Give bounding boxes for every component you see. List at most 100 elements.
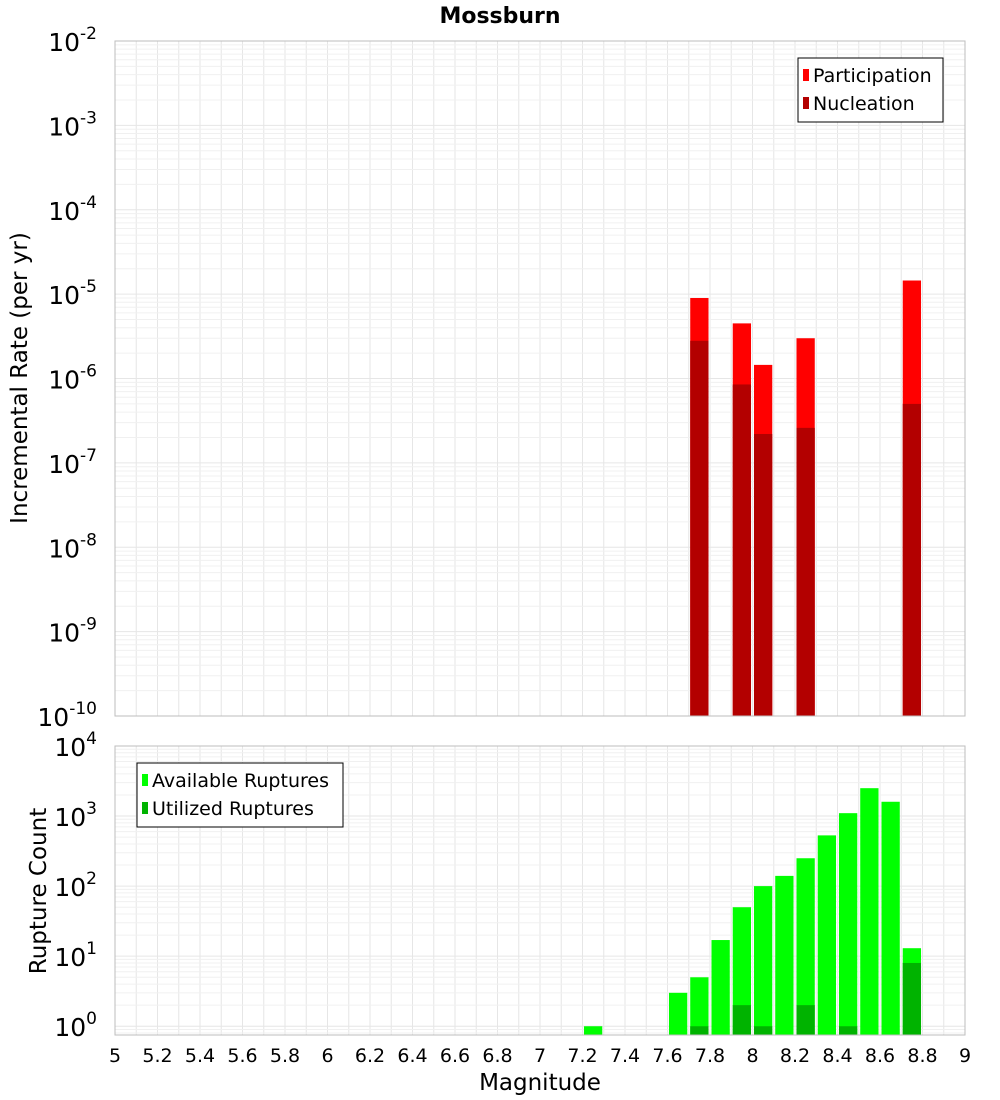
legend-box (136, 762, 344, 828)
y-tick-label: 104 (54, 729, 97, 762)
bar-available-ruptures (775, 875, 794, 1035)
rate-bars (690, 280, 922, 716)
bar-available-ruptures (690, 977, 709, 1035)
y-tick-label: 10-5 (48, 277, 97, 310)
x-tick-label: 5.2 (142, 1045, 172, 1067)
legend-swatch (142, 802, 148, 814)
count-plot-frame (114, 745, 966, 1036)
bar-available-ruptures (668, 992, 688, 1035)
y-tick-base: 10 (54, 803, 86, 832)
y-tick-base: 10 (48, 366, 80, 395)
y-tick-exponent: 3 (86, 799, 97, 819)
legend-box (797, 57, 944, 123)
rate-legend: Participation Nucleation (797, 57, 944, 123)
rate-plot-frame (114, 40, 966, 717)
x-tick-label: 6.4 (397, 1045, 427, 1067)
x-tick-label: 8.4 (822, 1045, 852, 1067)
x-tick-label: 7.2 (567, 1045, 597, 1067)
y-tick-base: 10 (48, 112, 80, 141)
y-tick-label: 10-7 (48, 446, 97, 479)
y-tick-label: 10-2 (48, 24, 97, 57)
x-tick-label: 9 (959, 1045, 971, 1067)
bar-available-ruptures (796, 858, 815, 1035)
bar-available-ruptures (753, 886, 773, 1035)
count-bars (583, 788, 922, 1035)
legend-swatch (142, 774, 148, 786)
y-tick-base: 10 (48, 281, 80, 310)
y-tick-exponent: -2 (80, 24, 97, 44)
bar-available-ruptures (860, 788, 879, 1035)
bar-available-ruptures (711, 940, 730, 1035)
y-tick-exponent: -9 (80, 615, 97, 635)
y-tick-label: 10-4 (48, 193, 97, 226)
magnitude-x-ticks: 5 5.2 5.4 5.6 5.8 6 6.2 6.4 6.6 6.8 7 7.2 7.4 7.6 7.8 8… (109, 1045, 971, 1067)
y-tick-base: 10 (54, 1013, 86, 1042)
rate-grid (114, 40, 966, 717)
y-tick-base: 10 (48, 450, 80, 479)
x-tick-label: 8 (746, 1045, 758, 1067)
legend-label: Nucleation (813, 93, 915, 115)
y-tick-label: 10-9 (48, 615, 97, 648)
bar-utilized-ruptures (838, 1026, 858, 1035)
x-tick-label: 5.8 (270, 1045, 300, 1067)
x-tick-label: 8.8 (907, 1045, 937, 1067)
legend-swatch (803, 97, 809, 109)
bar-utilized-ruptures (796, 1005, 815, 1035)
legend-swatch (803, 69, 809, 81)
y-tick-exponent: 0 (86, 1009, 97, 1029)
y-tick-exponent: -4 (80, 193, 97, 213)
x-tick-label: 7 (534, 1045, 546, 1067)
x-tick-label: 7.6 (652, 1045, 682, 1067)
y-tick-label: 101 (54, 939, 97, 972)
y-tick-exponent: -3 (80, 108, 97, 128)
y-tick-exponent: -5 (80, 277, 97, 297)
y-tick-exponent: -8 (80, 530, 97, 550)
bar-available-ruptures (881, 801, 900, 1035)
y-tick-base: 10 (48, 534, 80, 563)
legend-label: Available Ruptures (152, 770, 329, 792)
y-tick-base: 10 (54, 873, 86, 902)
legend-label: Participation (813, 65, 932, 87)
y-tick-label: 10-10 (37, 699, 97, 732)
y-tick-exponent: 2 (86, 869, 97, 889)
bar-available-ruptures (732, 907, 752, 1035)
y-tick-base: 10 (54, 943, 86, 972)
x-tick-label: 6.2 (355, 1045, 385, 1067)
bar-utilized-ruptures (902, 962, 922, 1035)
y-tick-exponent: 4 (86, 729, 97, 749)
y-tick-base: 10 (54, 733, 86, 762)
count-legend: Available Ruptures Utilized Ruptures (136, 762, 344, 828)
y-tick-exponent: -10 (69, 699, 97, 719)
x-axis-label: Magnitude (479, 1070, 601, 1096)
x-tick-label: 6 (321, 1045, 333, 1067)
y-tick-label: 10-3 (48, 108, 97, 141)
bar-nucleation (902, 403, 922, 716)
y-tick-exponent: -6 (80, 362, 97, 382)
y-tick-base: 10 (48, 619, 80, 648)
bar-nucleation (690, 340, 709, 716)
count-y-axis-label: Rupture Count (26, 808, 52, 974)
y-tick-label: 103 (54, 799, 97, 832)
x-tick-label: 5.6 (227, 1045, 257, 1067)
x-tick-label: 5.4 (185, 1045, 215, 1067)
x-tick-label: 5 (109, 1045, 121, 1067)
y-tick-exponent: 1 (86, 939, 97, 959)
rate-y-axis-label: Incremental Rate (per yr) (7, 232, 33, 524)
x-tick-label: 6.8 (482, 1045, 512, 1067)
x-tick-label: 8.2 (780, 1045, 810, 1067)
y-tick-label: 10-6 (48, 362, 97, 395)
bar-available-ruptures (583, 1026, 603, 1035)
x-tick-label: 8.6 (865, 1045, 895, 1067)
bar-nucleation (732, 384, 752, 716)
bar-utilized-ruptures (732, 1005, 752, 1035)
bar-available-ruptures (817, 835, 837, 1035)
x-tick-label: 7.4 (610, 1045, 640, 1067)
bar-nucleation (796, 427, 815, 716)
bar-utilized-ruptures (753, 1026, 773, 1035)
y-tick-label: 100 (54, 1009, 97, 1042)
